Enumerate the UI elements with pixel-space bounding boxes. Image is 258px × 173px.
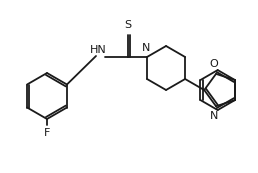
Text: N: N (142, 43, 150, 53)
Text: N: N (210, 111, 218, 121)
Text: F: F (44, 128, 50, 138)
Text: S: S (124, 20, 132, 30)
Text: O: O (209, 59, 218, 69)
Text: HN: HN (90, 45, 106, 55)
